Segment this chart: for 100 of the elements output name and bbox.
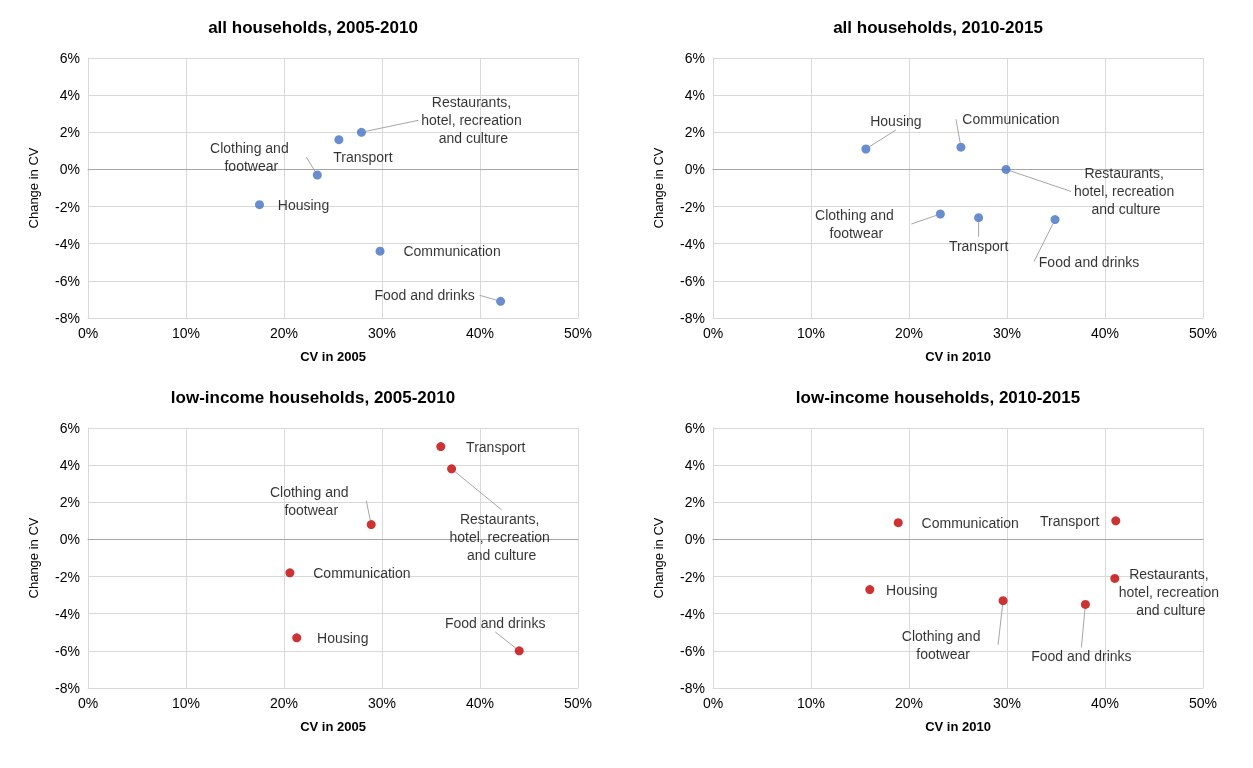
- y-tick-label: -4%: [55, 605, 80, 622]
- annotation: Housing: [317, 629, 369, 646]
- point: [1111, 516, 1121, 526]
- point: [285, 568, 295, 578]
- annotation: Clothing and footwear: [901, 627, 985, 662]
- annotation: Clothing and footwear: [269, 483, 353, 518]
- x-tick-label: 40%: [465, 325, 495, 341]
- x-tick-label: 50%: [1188, 695, 1218, 711]
- y-tick-label: 2%: [59, 124, 80, 141]
- y-tick-label: -6%: [680, 642, 705, 659]
- x-tick-label: 40%: [1090, 695, 1120, 711]
- x-tick-label: 20%: [894, 695, 924, 711]
- annotation: Clothing and footwear: [210, 140, 293, 174]
- x-tick-label: 30%: [367, 695, 397, 711]
- annotation: Transport: [948, 237, 1009, 254]
- point: [1080, 599, 1090, 609]
- y-tick-label: -4%: [55, 235, 80, 252]
- annotation: Food and drinks: [1038, 253, 1140, 270]
- point: [514, 646, 524, 656]
- x-tick-label: 20%: [269, 695, 299, 711]
- y-tick-label: -4%: [680, 235, 705, 252]
- chart-title: low-income households, 2005-2010: [170, 388, 456, 407]
- point: [1050, 215, 1060, 225]
- x-tick-label: 40%: [1090, 325, 1120, 341]
- annotation: Communication: [921, 514, 1019, 531]
- y-tick-label: 2%: [684, 494, 705, 511]
- annotation: Food and drinks: [374, 287, 475, 304]
- chart-title: all households, 2010-2015: [833, 18, 1043, 37]
- y-tick-label: 0%: [59, 161, 80, 178]
- point: [366, 520, 376, 530]
- y-tick-label: -6%: [55, 642, 80, 659]
- y-axis-title: Change in CV: [651, 147, 666, 229]
- annotation: Transport: [466, 438, 526, 455]
- y-tick-label: -2%: [680, 568, 705, 585]
- x-tick-label: 10%: [171, 695, 201, 711]
- annotation: Communication: [403, 243, 501, 260]
- y-axis-title: Change in CV: [26, 517, 41, 599]
- y-tick-label: 4%: [59, 87, 80, 104]
- x-tick-label: 10%: [796, 325, 826, 341]
- point: [447, 464, 457, 474]
- y-tick-label: 6%: [684, 50, 705, 66]
- y-tick-label: 6%: [59, 50, 80, 66]
- point: [312, 170, 322, 180]
- point: [1110, 573, 1120, 583]
- annotation: Restaurants, hotel, recreation and culture: [449, 510, 554, 563]
- annotation: Transport: [1040, 512, 1100, 529]
- point: [956, 142, 966, 152]
- y-tick-label: 0%: [59, 531, 80, 548]
- annotation: Communication: [962, 111, 1060, 128]
- x-tick-label: 20%: [894, 325, 924, 341]
- point: [255, 200, 264, 210]
- x-tick-label: 40%: [465, 695, 495, 711]
- annotation: Housing: [277, 196, 330, 213]
- y-tick-label: -8%: [680, 310, 705, 326]
- point: [935, 209, 945, 219]
- x-axis-title: CV in 2010: [925, 349, 991, 364]
- x-tick-label: 0%: [77, 325, 99, 341]
- chart-title: low-income households, 2010-2015: [795, 388, 1081, 407]
- y-axis-title: Change in CV: [651, 517, 666, 599]
- x-tick-label: 0%: [77, 695, 99, 711]
- x-tick-label: 10%: [171, 325, 201, 341]
- point: [865, 585, 875, 595]
- x-tick-label: 0%: [702, 325, 724, 341]
- y-tick-label: 2%: [59, 494, 80, 511]
- annotation: Food and drinks: [445, 614, 546, 631]
- annotation: Restaurants, hotel, recreation and culture: [421, 94, 526, 147]
- x-axis-title: CV in 2005: [300, 349, 366, 364]
- x-axis-title: CV in 2010: [925, 719, 991, 734]
- x-tick-label: 0%: [702, 695, 724, 711]
- chart-title: all households, 2005-2010: [208, 18, 418, 37]
- point: [893, 518, 903, 528]
- point: [496, 296, 506, 306]
- annotation: Communication: [313, 564, 411, 581]
- x-tick-label: 50%: [563, 325, 593, 341]
- x-tick-label: 10%: [796, 695, 826, 711]
- y-tick-label: -8%: [55, 680, 80, 696]
- annotation: Restaurants, hotel, recreation and culture: [1073, 165, 1179, 218]
- x-tick-label: 30%: [367, 325, 397, 341]
- y-tick-label: -2%: [55, 198, 80, 215]
- annotation: Clothing and footwear: [815, 207, 898, 241]
- y-tick-label: 6%: [59, 420, 80, 436]
- x-tick-label: 30%: [992, 695, 1022, 711]
- y-tick-label: -4%: [680, 605, 705, 622]
- y-tick-label: -8%: [680, 680, 705, 696]
- y-axis-title: Change in CV: [26, 147, 41, 229]
- x-tick-label: 20%: [269, 325, 299, 341]
- x-tick-label: 50%: [1188, 325, 1218, 341]
- y-tick-label: -2%: [680, 198, 705, 215]
- point: [1001, 164, 1011, 174]
- point: [436, 442, 446, 452]
- point: [375, 246, 385, 256]
- y-tick-label: 2%: [684, 124, 705, 141]
- x-tick-label: 50%: [563, 695, 593, 711]
- y-tick-label: 4%: [684, 457, 705, 474]
- point: [998, 596, 1008, 606]
- annotation: Transport: [333, 148, 393, 165]
- y-tick-label: 0%: [684, 531, 705, 548]
- y-tick-label: -6%: [55, 272, 80, 289]
- x-axis-title: CV in 2005: [300, 719, 366, 734]
- y-tick-label: 6%: [684, 420, 705, 436]
